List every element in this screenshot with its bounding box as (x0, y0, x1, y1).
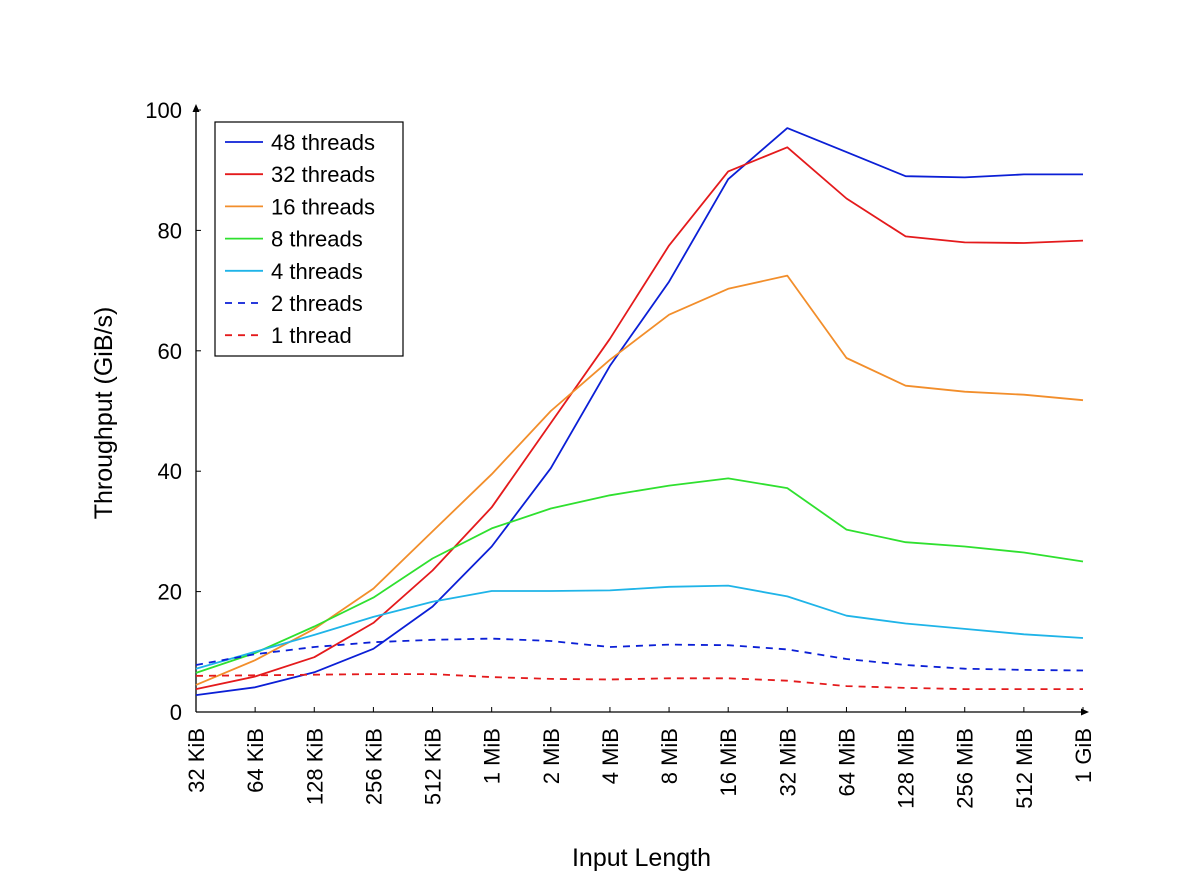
series-line-16-threads (195, 274, 1084, 686)
x-tick-label: 2 MiB (539, 728, 564, 784)
x-tick-label: 1 MiB (480, 728, 505, 784)
ticks: 0 20 40 60 80 100 32 KiB 64 KiB 128 KiB 256 KiB 51… (145, 98, 1096, 809)
legend-label: 1 thread (271, 323, 352, 348)
series-line-1-thread (195, 673, 1083, 690)
x-tick-label: 16 MiB (716, 728, 741, 796)
y-axis-arrow (192, 104, 200, 112)
x-tick-label: 32 MiB (775, 728, 800, 796)
series-line-32-threads (195, 146, 1084, 690)
series-line-8-threads (195, 477, 1084, 674)
legend-label: 32 threads (271, 162, 375, 187)
x-tick-label: 32 KiB (184, 728, 209, 793)
x-tick-label: 512 MiB (1012, 728, 1037, 809)
series-line-2-threads (195, 637, 1084, 672)
x-axis-title: Input Length (572, 844, 711, 872)
y-tick-label: 0 (170, 700, 182, 725)
x-tick-label: 64 MiB (834, 728, 859, 796)
x-tick-label: 256 MiB (953, 728, 978, 809)
x-axis-arrow (1081, 708, 1089, 716)
y-tick-label: 100 (145, 98, 182, 123)
x-tick-label: 256 KiB (361, 728, 386, 805)
x-tick-label: 1 GiB (1071, 728, 1096, 783)
y-tick-label: 20 (158, 580, 182, 605)
legend-label: 8 threads (271, 227, 363, 252)
legend-label: 48 threads (271, 130, 375, 155)
y-axis-title: Throughput (GiB/s) (90, 307, 118, 520)
series-layer (195, 127, 1084, 696)
series-line-4-threads (195, 584, 1084, 670)
legend: 48 threads 32 threads 16 threads 8 threads 4… (214, 121, 404, 357)
legend-label: 4 threads (271, 259, 363, 284)
y-tick-label: 40 (158, 459, 182, 484)
x-tick-label: 128 MiB (894, 728, 919, 809)
x-tick-label: 128 KiB (302, 728, 327, 805)
x-tick-label: 8 MiB (657, 728, 682, 784)
x-tick-label: 64 KiB (243, 728, 268, 793)
x-tick-label: 4 MiB (598, 728, 623, 784)
series-line-48-threads (195, 127, 1083, 696)
y-tick-label: 60 (158, 339, 182, 364)
legend-label: 16 threads (271, 194, 375, 219)
legend-label: 2 threads (271, 291, 363, 316)
x-tick-label: 512 KiB (421, 728, 446, 805)
y-tick-label: 80 (158, 218, 182, 243)
